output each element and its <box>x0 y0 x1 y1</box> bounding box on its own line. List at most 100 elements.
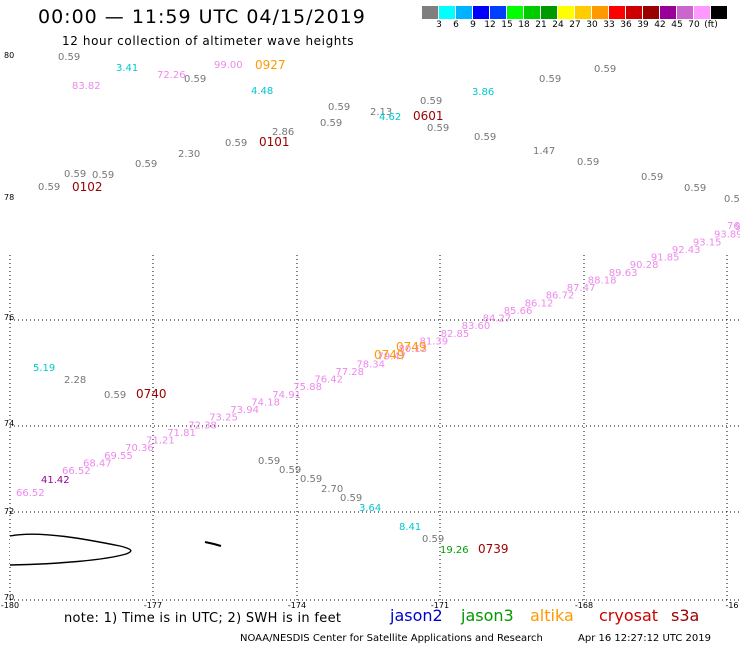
wave-height-value: 2.30 <box>178 149 200 160</box>
track-value: 79.47 <box>378 352 407 363</box>
track-value: 68.47 <box>83 458 112 469</box>
wave-height-value: 0.59 <box>539 74 561 85</box>
wave-height-value: 3.86 <box>472 87 494 98</box>
longitude-label: -171 <box>431 601 449 610</box>
wave-height-value: 0.59 <box>279 465 301 476</box>
legend-swatches <box>422 6 740 19</box>
legend-swatch <box>575 6 592 19</box>
longitude-label: -177 <box>144 601 162 610</box>
legend-swatch <box>711 6 728 19</box>
track-value: 72.38 <box>188 420 217 431</box>
legend-label: 15 <box>501 20 513 30</box>
longitude-label: -180 <box>1 601 19 610</box>
wave-height-value: 0.59 <box>684 183 706 194</box>
track-value: 93.15 <box>693 237 722 248</box>
wave-height-value: 4.48 <box>251 86 273 97</box>
legend-label: 9 <box>470 20 476 30</box>
wave-height-value: 41.42 <box>41 475 70 486</box>
legend-swatch <box>677 6 694 19</box>
legend-swatch <box>643 6 660 19</box>
pass-time-label: 0749 <box>396 340 427 354</box>
pass-time-label: 0102 <box>72 180 103 194</box>
latitude-label: 76 <box>4 313 14 322</box>
wave-height-value: 0.59 <box>340 493 362 504</box>
wave-height-value: 19.26 <box>440 545 469 556</box>
pass-time-label: 0601 <box>413 109 444 123</box>
wave-height-value: 0.59 <box>320 118 342 129</box>
legend-swatch <box>609 6 626 19</box>
longitude-label: -16 <box>725 601 738 610</box>
legend-swatch <box>490 6 507 19</box>
wave-height-value: 0.59 <box>577 157 599 168</box>
satellite-name: cryosat <box>599 606 659 625</box>
track-value: 78.34 <box>356 359 385 370</box>
legend-swatch <box>592 6 609 19</box>
pass-time-label: 0740 <box>136 387 167 401</box>
legend-swatch <box>473 6 490 19</box>
legend-swatch <box>558 6 575 19</box>
satellite-name: altika <box>530 606 574 625</box>
map-title: 00:00 — 11:59 UTC 04/15/2019 <box>38 6 366 28</box>
wave-height-value: 0.5 <box>724 194 740 205</box>
track-value: 88.18 <box>588 275 617 286</box>
track-value: 82.85 <box>441 329 470 340</box>
credit-line: NOAA/NESDIS Center for Satellite Applica… <box>240 633 543 644</box>
longitude-label: -168 <box>575 601 593 610</box>
longitude-label: -174 <box>288 601 306 610</box>
track-value: 76.42 <box>314 375 343 386</box>
wave-height-value: 0.59 <box>184 74 206 85</box>
wave-height-value: 66.52 <box>16 488 45 499</box>
wave-height-value: 0.59 <box>641 172 663 183</box>
latitude-label: 70 <box>4 593 14 602</box>
wave-height-value: 2.28 <box>64 375 86 386</box>
track-value: 86.12 <box>525 298 554 309</box>
pass-time-label: 0927 <box>255 58 286 72</box>
legend-swatch <box>507 6 524 19</box>
track-value: 73.94 <box>230 405 259 416</box>
wave-height-value: 0.59 <box>420 96 442 107</box>
wave-height-value: 0.59 <box>474 132 496 143</box>
wave-height-value: 2.13 <box>370 107 392 118</box>
wave-height-value: 0.59 <box>300 474 322 485</box>
track-value: 87.47 <box>567 283 596 294</box>
legend-label: 27 <box>569 20 581 30</box>
track-value: 84.27 <box>483 314 512 325</box>
legend-label: 33 <box>603 20 615 30</box>
legend-swatch <box>456 6 473 19</box>
color-scale-legend: 3 6 9 12 15 18 21 24 27 30 33 36 39 42 45 70 (ft) <box>422 6 740 31</box>
legend-swatch <box>524 6 541 19</box>
legend-swatch <box>660 6 677 19</box>
legend-swatch <box>694 6 711 19</box>
track-value: 74.18 <box>251 397 280 408</box>
island-outline <box>204 541 222 547</box>
track-value: 94.71 <box>735 222 740 233</box>
track-value: 85.66 <box>504 306 533 317</box>
legend-label: 39 <box>637 20 649 30</box>
track-value: 74.91 <box>272 390 301 401</box>
legend-swatch <box>626 6 643 19</box>
generated-timestamp: Apr 16 12:27:12 UTC 2019 <box>578 633 711 644</box>
track-value: 71.81 <box>167 428 196 439</box>
track-value: 71.21 <box>146 436 175 447</box>
wave-height-value: 3.64 <box>359 503 381 514</box>
legend-label: 42 <box>654 20 666 30</box>
legend-label: 3 <box>436 20 442 30</box>
track-value: 81.39 <box>420 336 449 347</box>
wave-height-value: 0.59 <box>225 138 247 149</box>
legend-swatch <box>541 6 558 19</box>
wave-height-value: 3.41 <box>116 63 138 74</box>
legend-label: 70 <box>688 20 700 30</box>
wave-height-value: 5.19 <box>33 363 55 374</box>
wave-height-value: 83.82 <box>72 81 101 92</box>
legend-label: 18 <box>518 20 530 30</box>
wave-height-value: 0.59 <box>135 159 157 170</box>
track-value: 69.55 <box>104 451 133 462</box>
track-value: 75.88 <box>293 382 322 393</box>
legend-labels: 3 6 9 12 15 18 21 24 27 30 33 36 39 42 45 70 (ft) <box>422 19 740 31</box>
lat-lon-grid <box>9 255 740 601</box>
legend-label: 45 <box>671 20 683 30</box>
legend-label: 12 <box>484 20 496 30</box>
legend-label: 24 <box>552 20 564 30</box>
legend-label: 30 <box>586 20 598 30</box>
legend-label: (ft) <box>704 20 718 30</box>
